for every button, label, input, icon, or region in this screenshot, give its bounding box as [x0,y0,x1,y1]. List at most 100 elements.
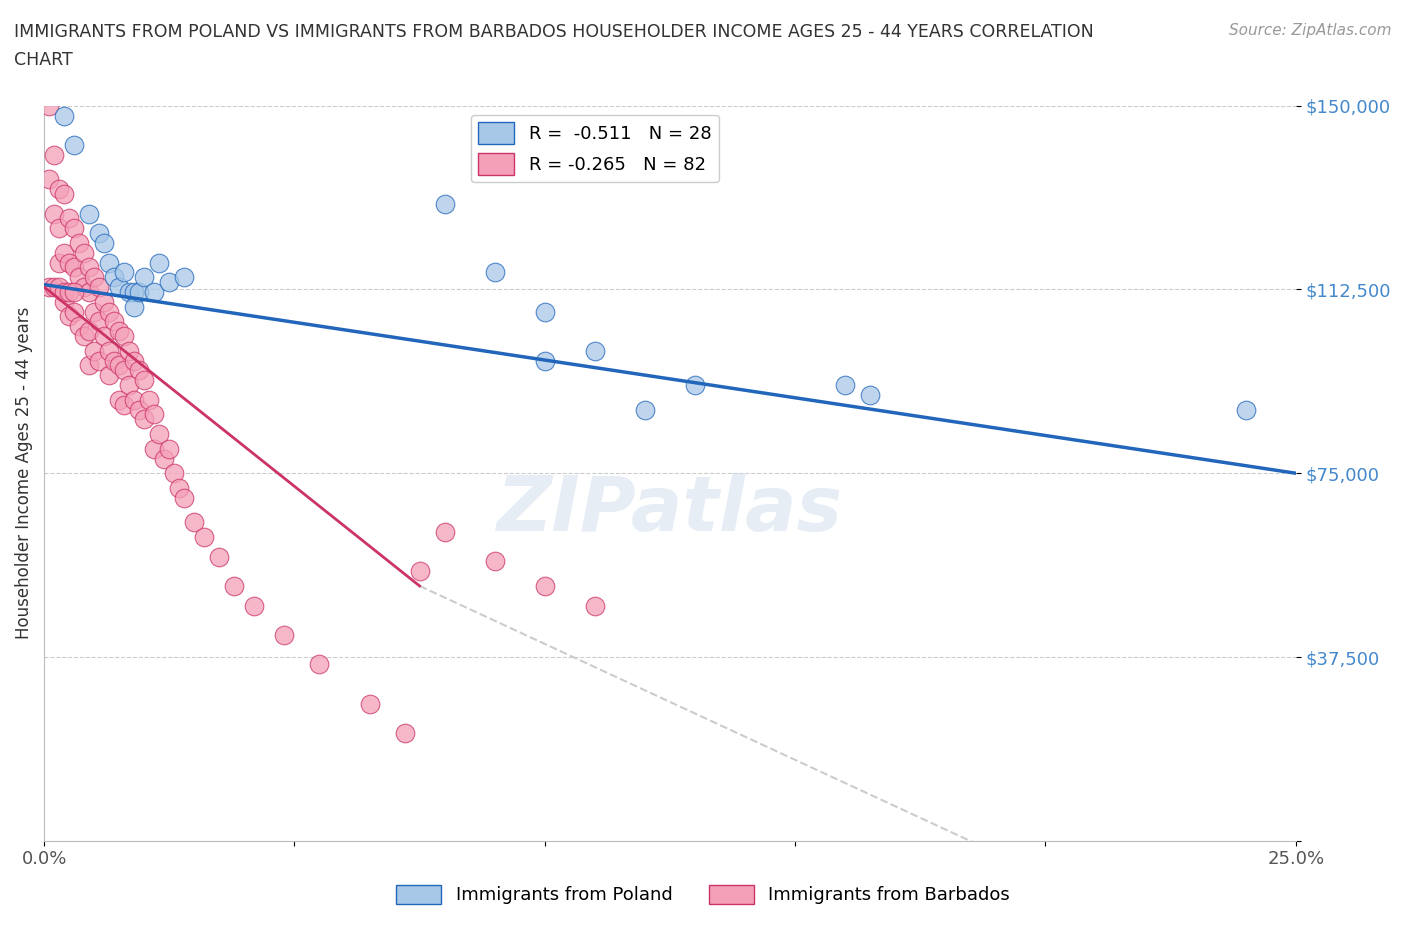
Legend: Immigrants from Poland, Immigrants from Barbados: Immigrants from Poland, Immigrants from … [389,878,1017,911]
Point [208,549,231,564]
Point [128,285,150,299]
Point [834,378,856,392]
Point [122,392,145,407]
Point [108,392,131,407]
Point [134,373,156,388]
Point [93,235,115,250]
Point [73,246,96,260]
Point [67,319,90,334]
Point [143,442,166,457]
Point [48,181,70,196]
Point [169,481,191,496]
Point [138,392,160,407]
Point [157,274,180,289]
Point [48,220,70,235]
Point [112,328,135,343]
Point [533,353,555,368]
Point [73,280,96,295]
Point [103,353,125,368]
Point [112,265,135,280]
Point [122,299,145,314]
Point [53,246,76,260]
Y-axis label: Householder Income Ages 25 - 44 years: Householder Income Ages 25 - 44 years [15,307,32,640]
Point [118,378,141,392]
Point [77,206,100,221]
Point [38,99,60,113]
Point [63,285,86,299]
Point [108,324,131,339]
Point [77,285,100,299]
Text: CHART: CHART [14,51,73,69]
Point [108,280,131,295]
Point [38,280,60,295]
Point [112,397,135,412]
Text: IMMIGRANTS FROM POLAND VS IMMIGRANTS FROM BARBADOS HOUSEHOLDER INCOME AGES 25 - : IMMIGRANTS FROM POLAND VS IMMIGRANTS FRO… [14,23,1094,41]
Point [128,363,150,378]
Legend: R =  -0.511   N = 28, R = -0.265   N = 82: R = -0.511 N = 28, R = -0.265 N = 82 [471,114,718,182]
Point [53,294,76,309]
Point [243,598,266,613]
Point [103,270,125,285]
Point [484,265,506,280]
Point [173,490,195,505]
Point [148,427,170,442]
Point [153,451,176,466]
Point [83,304,105,319]
Point [143,407,166,422]
Point [128,402,150,417]
Point [93,294,115,309]
Point [77,260,100,275]
Point [63,220,86,235]
Point [583,598,606,613]
Point [148,255,170,270]
Point [53,187,76,202]
Point [98,367,121,382]
Point [53,108,76,123]
Point [134,412,156,427]
Point [173,270,195,285]
Point [89,280,111,295]
Point [58,255,80,270]
Point [122,285,145,299]
Point [533,578,555,593]
Point [112,363,135,378]
Point [122,353,145,368]
Point [73,328,96,343]
Point [83,270,105,285]
Point [394,725,416,740]
Point [63,304,86,319]
Point [42,147,65,162]
Point [433,525,456,539]
Point [118,343,141,358]
Point [408,564,430,578]
Point [193,529,215,544]
Point [163,466,186,481]
Point [67,235,90,250]
Point [53,285,76,299]
Point [157,442,180,457]
Point [98,343,121,358]
Point [98,304,121,319]
Point [48,255,70,270]
Point [143,285,166,299]
Point [98,255,121,270]
Point [77,324,100,339]
Point [58,309,80,324]
Point [359,697,381,711]
Point [89,314,111,329]
Point [89,226,111,241]
Point [83,343,105,358]
Point [533,304,555,319]
Point [77,358,100,373]
Point [48,280,70,295]
Point [58,285,80,299]
Point [118,285,141,299]
Point [63,138,86,153]
Point [224,578,246,593]
Point [58,211,80,226]
Point [583,343,606,358]
Point [108,358,131,373]
Point [67,270,90,285]
Point [63,260,86,275]
Point [42,206,65,221]
